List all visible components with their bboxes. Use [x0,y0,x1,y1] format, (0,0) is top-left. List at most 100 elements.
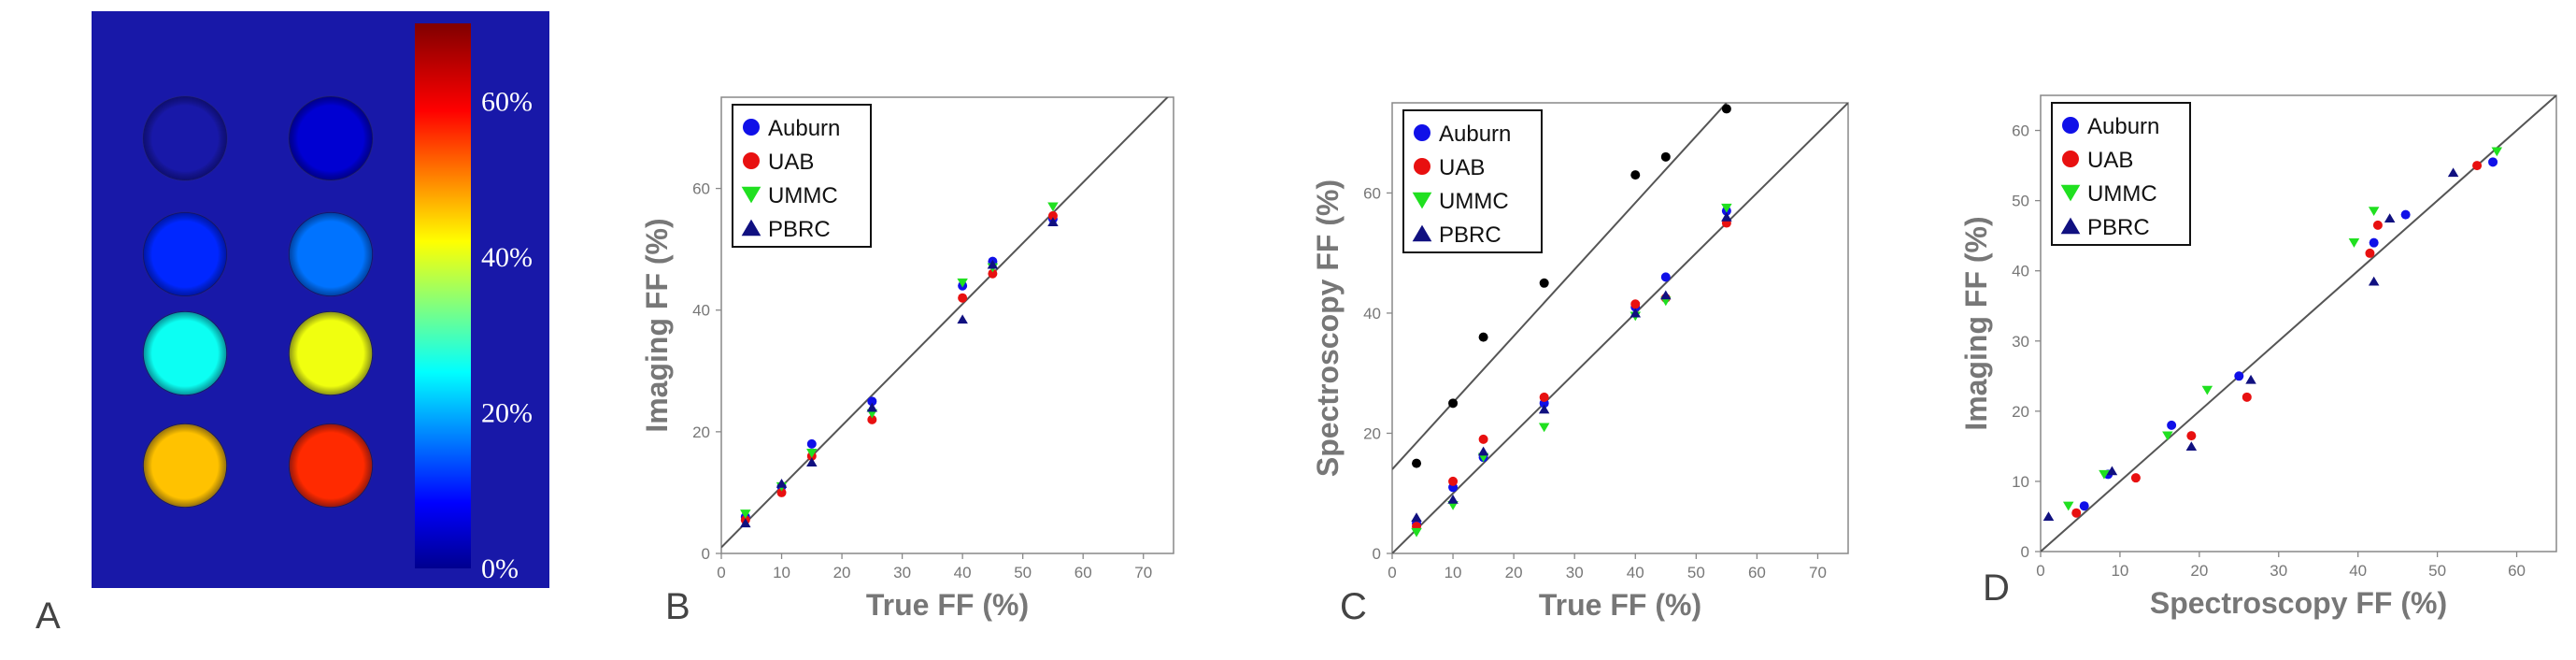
x-tick-label: 60 [1075,564,1092,581]
data-point-pbrc [2368,276,2380,286]
plot-frame [720,96,1174,554]
phantom-vial-rim [143,212,227,296]
data-point-ummc [957,278,968,288]
panel-letter-d: D [1983,567,2010,609]
data-point-ummc [2368,207,2380,217]
data-point-pbrc [2384,213,2396,222]
data-point-ummc [1721,203,1732,213]
data-point-pbrc [866,402,878,412]
x-tick-label: 20 [1505,564,1523,581]
legend-marker-ummc [741,186,761,204]
phantom-vial-rim [289,96,373,180]
data-point-uab [1047,210,1058,221]
data-point-uab [2365,248,2375,258]
data-point-uab [1448,476,1459,486]
x-tick-label: 60 [2508,562,2526,580]
data-point-pbrc [806,457,818,466]
data-point-pbrc [1660,290,1672,300]
data-point-uab [776,487,787,497]
data-point-ummc [740,509,751,519]
legend-label-uab: UAB [1439,155,1485,180]
x-tick-label: 0 [1388,564,1396,581]
panel-c-spectroscopy-vs-true: 0 10 20 30 40 50 60 70 0 20 40 60 True FF (%) Spectro… [1311,102,1849,627]
data-point-auburn [2079,501,2089,511]
x-tick-label: 40 [2349,562,2367,580]
panel-a-phantom-image: 60% 40% 20% 0% A [36,11,549,637]
plot-frame [2040,94,2557,552]
x-tick-label: 0 [717,564,725,581]
y-tick-label: 60 [2012,122,2029,140]
data-point-ummc [1047,202,1059,212]
y-tick-label: 0 [2021,543,2029,561]
regression-line [1392,103,1728,470]
data-point-pbrc [1447,494,1459,504]
data-point-unlabeled [1412,458,1422,468]
y-tick-label: 40 [1363,305,1381,323]
x-tick-label: 60 [1748,564,1766,581]
legend-marker-pbrc [741,219,761,237]
panel-letter-b: B [665,586,690,627]
y-tick-label: 0 [1373,545,1381,563]
data-point-uab [1630,299,1641,309]
data-point-pbrc [740,518,751,528]
legend-label-ummc: UMMC [2087,181,2157,207]
y-tick-label: 10 [2012,473,2029,491]
x-tick-label: 50 [2428,562,2446,580]
legend-marker-uab [743,152,760,169]
x-axis-label: Spectroscopy FF (%) [2150,586,2447,620]
x-axis-label: True FF (%) [1539,588,1701,622]
x-tick-label: 70 [1134,564,1152,581]
data-point-auburn [1660,272,1671,282]
data-point-unlabeled [1721,104,1731,114]
y-tick-label: 30 [2012,333,2029,351]
data-point-unlabeled [1448,398,1459,409]
y-tick-label: 40 [2012,263,2029,280]
data-point-ummc [1411,527,1422,538]
x-tick-label: 0 [2036,562,2044,580]
legend-label-pbrc: PBRC [768,217,831,242]
colorbar-tick-label: 0% [481,553,519,584]
y-axis-label: Imaging FF (%) [640,218,674,432]
phantom-vial-rim [289,311,373,395]
x-axis-label: True FF (%) [866,588,1029,622]
panel-d-imaging-vs-spectroscopy: 0 10 20 30 40 50 60 0 10 20 30 40 50 60 Spectroscopy F… [1959,94,2557,620]
phantom-vial-rim [143,96,227,180]
y-tick-label: 60 [692,180,710,198]
legend-label-pbrc: PBRC [2087,215,2150,240]
legend [732,104,872,248]
legend-label-auburn: Auburn [2087,114,2159,139]
data-point-pbrc [2447,167,2459,178]
data-point-uab [2186,431,2197,441]
data-point-pbrc [2106,466,2118,476]
data-point-uab [2130,473,2141,483]
regression-line [721,97,1169,549]
data-point-pbrc [1538,404,1550,414]
data-point-pbrc [957,314,968,324]
data-point-auburn [2488,157,2498,167]
data-point-pbrc [1477,446,1489,456]
legend-marker-uab [1414,158,1430,175]
phantom-vial-rim [143,423,227,508]
data-point-unlabeled [1539,278,1549,288]
phantom-vial-rim [289,423,373,508]
colorbar-tick-label: 20% [481,397,533,428]
data-point-ummc [2099,469,2110,480]
data-point-uab [1539,392,1549,402]
panel-letter-a: A [36,595,61,637]
plot-frame [1391,102,1849,554]
data-point-ummc [1538,423,1550,433]
phantom-vials [142,95,374,509]
data-point-pbrc [1047,217,1059,226]
x-tick-label: 10 [2111,562,2128,580]
data-point-auburn [2234,371,2244,381]
x-tick-label: 70 [1809,564,1827,581]
regression-line [2041,95,2556,552]
data-point-ummc [806,449,818,458]
panel-b-imaging-vs-true: 0 10 20 30 40 50 60 70 0 20 40 60 True FF (%) Imaging… [640,96,1174,627]
x-tick-label: 40 [954,564,972,581]
data-point-ummc [2062,501,2074,511]
legend-marker-auburn [2062,117,2079,134]
legend-marker-pbrc [1412,224,1432,242]
colorbar [415,23,471,568]
